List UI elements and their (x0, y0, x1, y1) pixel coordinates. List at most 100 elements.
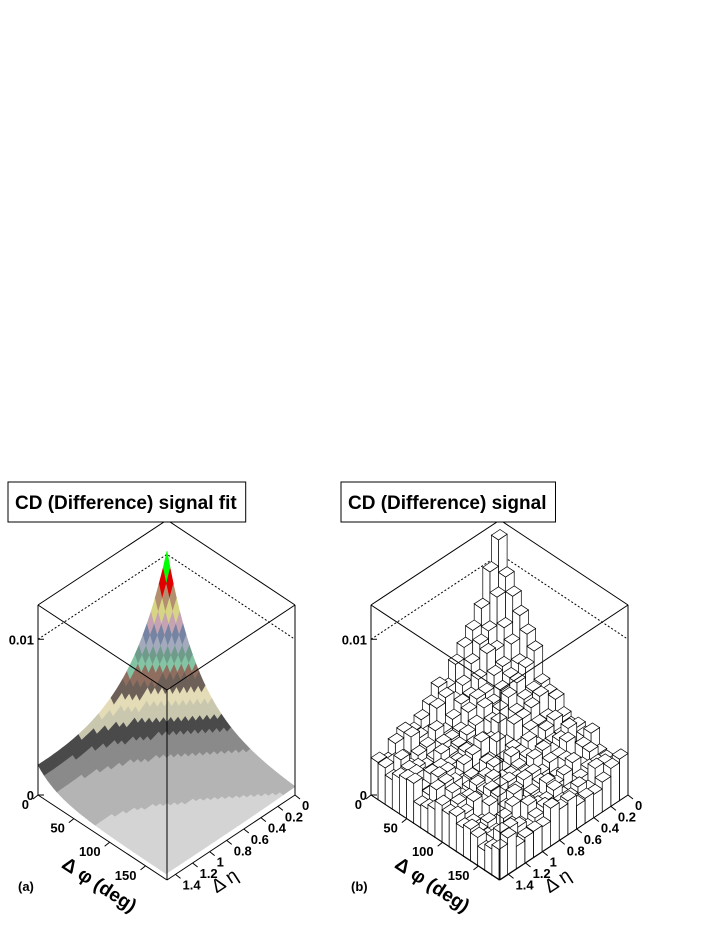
lego-top (377, 757, 395, 769)
lego-top (484, 768, 502, 781)
y-tick (277, 805, 284, 811)
lego-top (583, 722, 601, 734)
lego-top (521, 719, 539, 731)
lego-top (503, 633, 521, 645)
box-edge (370, 604, 501, 691)
y-tick (226, 839, 233, 845)
lego-top (482, 780, 500, 792)
lego-top (517, 656, 535, 669)
box-edge (166, 794, 296, 881)
lego-top (429, 697, 447, 709)
lego-top (433, 743, 451, 755)
lego-side (491, 844, 500, 881)
lego-top (519, 623, 537, 635)
lego-side (399, 774, 407, 820)
lego-top (453, 693, 471, 705)
lego-top (444, 708, 462, 720)
lego-top (490, 785, 508, 798)
lego-top (594, 771, 612, 783)
lego-top (523, 696, 541, 709)
x-tick-label: 50 (383, 821, 397, 836)
title-box (340, 481, 556, 523)
y-tick (294, 794, 301, 800)
lego-side (601, 775, 612, 813)
lego-top (467, 714, 485, 726)
lego-top (463, 652, 481, 665)
y-tick-label: 1.4 (516, 877, 535, 892)
lego-top (537, 720, 555, 732)
lego-side (507, 831, 517, 875)
lego-side (550, 801, 560, 847)
lego-top (525, 748, 543, 760)
panel-title: CD (Difference) signal fit (15, 493, 237, 514)
lego-top (517, 826, 535, 839)
lego-top (512, 604, 530, 617)
lego-top (500, 686, 518, 698)
lego-side (441, 809, 450, 848)
lego-top (558, 731, 576, 743)
x-tick-label: 150 (448, 868, 470, 883)
y-tick-label: 1.2 (533, 866, 551, 881)
z-tick-label: 0.01 (342, 632, 367, 647)
lego-top (437, 686, 455, 699)
lego-top (472, 633, 490, 645)
lego-top (503, 745, 521, 758)
lego-side (406, 777, 415, 824)
lego-top (370, 751, 388, 763)
x-tick (365, 794, 372, 800)
x-tick (32, 794, 39, 800)
lego-top (546, 709, 564, 721)
lego-side (463, 824, 471, 862)
panel-title: CD (Difference) signal (348, 493, 546, 514)
x-tick-label: 150 (115, 868, 137, 883)
box-edge (166, 604, 296, 691)
lego-top (476, 697, 494, 709)
y-tick-label: 1 (550, 855, 557, 870)
y-tick-label: 1.2 (200, 866, 218, 881)
lego-top (403, 726, 421, 738)
lego-top (560, 717, 578, 729)
y-tick (209, 851, 215, 857)
y-tick (192, 862, 198, 868)
y-tick-label: 0.8 (234, 843, 252, 858)
lego-top (481, 794, 499, 807)
lego-top (387, 732, 405, 745)
lego-top (405, 772, 423, 784)
lego-top (464, 744, 482, 756)
lego-top (603, 757, 621, 769)
surface-patch (162, 868, 171, 875)
lego-top (577, 787, 595, 799)
y-tick-label: 0.4 (268, 821, 287, 836)
x-tick (140, 865, 146, 871)
lego-top (469, 826, 487, 838)
lego-top (499, 827, 517, 839)
lego-top (494, 655, 512, 668)
lego-top (486, 664, 504, 677)
lego-top (510, 757, 528, 769)
lego-top (427, 719, 445, 732)
lego-top (454, 674, 472, 686)
panel-tag: (a) (18, 879, 34, 894)
y-tick-label: 0 (302, 798, 309, 813)
lego-top (496, 616, 514, 629)
lego-side (391, 772, 400, 815)
lego-top (525, 820, 543, 832)
y-tick-label: 0.2 (618, 809, 636, 824)
grid-line (37, 553, 296, 640)
lego-top (450, 793, 468, 805)
box-edge (37, 604, 168, 691)
lego-top (526, 640, 544, 652)
box-edge (499, 604, 629, 691)
lego-top (570, 776, 588, 788)
lego-top (434, 794, 452, 806)
y-tick (576, 828, 583, 834)
y-tick (593, 817, 600, 823)
title-box (7, 481, 247, 523)
y-tick-label: 0.4 (601, 821, 620, 836)
y-tick-label: 1.4 (183, 877, 202, 892)
lego-top (534, 739, 552, 752)
lego-side (370, 757, 379, 801)
lego-top (533, 673, 551, 685)
